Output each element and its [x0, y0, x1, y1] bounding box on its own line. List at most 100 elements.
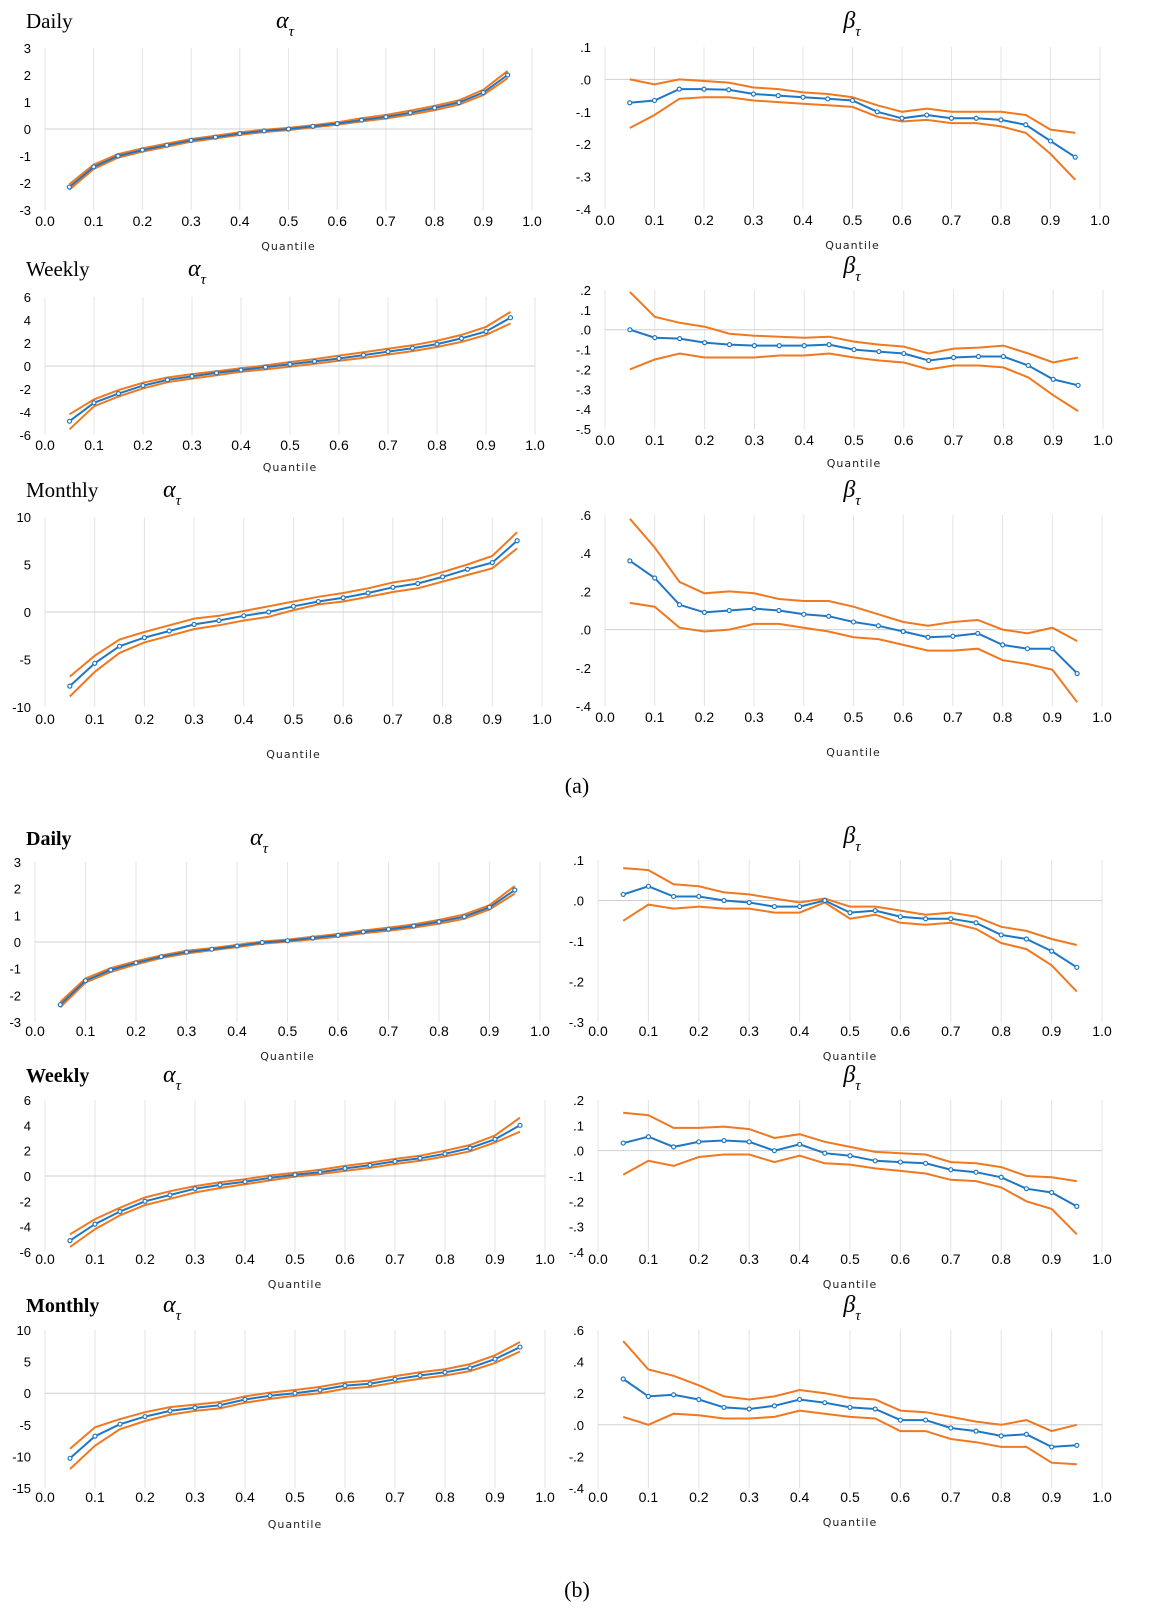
- y-tick-label: -4: [19, 405, 31, 420]
- estimate-point: [948, 115, 955, 121]
- x-tick-label: 0.3: [744, 212, 764, 228]
- x-tick-label: 0.7: [943, 709, 963, 725]
- x-tick-label: 0.3: [744, 709, 764, 725]
- chart-a-beta-3: -.5 -.4 -.3 -.2 -.1 .0 .1 .2 0.0 0.1 0.2 0.3 0.4 0.5 0…: [576, 253, 1113, 470]
- estimate-point: [67, 1237, 73, 1244]
- estimate-point: [141, 635, 147, 641]
- x-tick-label: 1.0: [1090, 212, 1110, 228]
- y-tick-label: .0: [580, 72, 591, 87]
- estimate-point: [287, 361, 293, 367]
- lower-bound-line: [629, 352, 1079, 412]
- estimate-point: [775, 92, 781, 99]
- estimate-point: [822, 1150, 828, 1156]
- lower-bound-line: [629, 96, 1077, 181]
- frequency-title: Monthly: [26, 478, 99, 502]
- x-tick-label: 0.8: [991, 1023, 1011, 1039]
- x-tick-label: 0.9: [485, 1251, 505, 1267]
- estimate-point: [290, 603, 297, 609]
- estimate-point: [342, 1383, 348, 1389]
- estimate-point: [645, 1134, 652, 1140]
- y-tick-label: -.4: [576, 202, 591, 217]
- estimate-point: [392, 1376, 398, 1382]
- estimate-point: [310, 123, 316, 129]
- estimate-point: [1048, 948, 1055, 954]
- estimate-point: [188, 137, 194, 143]
- x-tick-label: 0.7: [378, 437, 398, 453]
- estimate-point: [1048, 1189, 1055, 1196]
- x-tick-label: 0.4: [793, 212, 813, 228]
- y-tick-label: 6: [24, 1093, 31, 1108]
- y-tick-label: -3: [19, 203, 31, 218]
- estimate-point: [317, 1169, 323, 1175]
- y-tick-label: -15: [12, 1481, 31, 1496]
- estimate-point: [284, 938, 291, 944]
- parameter-title: ατ: [163, 1292, 182, 1324]
- y-tick-label: 2: [14, 882, 21, 897]
- estimate-point: [924, 112, 930, 118]
- y-tick-label: -.2: [576, 661, 591, 676]
- estimate-point: [826, 613, 832, 619]
- estimate-point: [192, 1405, 198, 1411]
- x-tick-label: 0.1: [85, 711, 105, 727]
- y-tick-label: 1: [14, 908, 21, 923]
- x-tick-label: 0.3: [177, 1023, 197, 1039]
- x-tick-label: 0.1: [76, 1023, 96, 1039]
- estimate-point: [1074, 1203, 1080, 1210]
- estimate-point: [192, 1186, 198, 1192]
- estimate-point: [267, 1393, 273, 1399]
- x-tick-label: 0.5: [844, 709, 864, 725]
- estimate-point: [701, 340, 708, 346]
- frequency-title: Daily: [26, 828, 72, 850]
- estimate-point: [57, 1002, 63, 1008]
- y-tick-label: .1: [573, 853, 584, 868]
- lower-bound-line: [622, 1153, 1078, 1236]
- x-tick-label: 0.9: [476, 437, 496, 453]
- estimate-point: [242, 1396, 248, 1403]
- y-tick-label: -.2: [576, 362, 591, 377]
- estimate-point: [796, 903, 803, 910]
- y-tick-label: 10: [17, 510, 31, 525]
- estimate-point: [1074, 964, 1080, 970]
- y-tick-label: 3: [24, 41, 31, 56]
- estimate-point: [627, 558, 633, 564]
- x-tick-label: 0.1: [84, 213, 104, 229]
- estimate-point: [183, 949, 190, 955]
- chart-a-weekly-2: -6 -4 -2 0 2 4 6 0.0 0.1 0.2 0.3 0.4 0.5 0.6 0.7 0.8 0.9…: [19, 256, 545, 474]
- y-tick-label: .2: [580, 283, 591, 298]
- estimate-point: [872, 1158, 878, 1164]
- x-tick-label: 0.2: [126, 1023, 146, 1039]
- estimate-point: [627, 327, 633, 333]
- estimate-point: [467, 1365, 473, 1371]
- estimate-point: [973, 1428, 979, 1434]
- y-tick-label: -.5: [576, 422, 591, 437]
- chart-a-monthly-4: -10 -5 0 5 10 0.0 0.1 0.2 0.3 0.4 0.5 0.6 0.7 0.8 0.9 1…: [12, 477, 552, 761]
- estimate-point: [66, 418, 73, 424]
- estimate-point: [440, 574, 446, 580]
- estimate-point: [701, 86, 707, 92]
- estimate-point: [505, 72, 511, 78]
- x-tick-label: 0.0: [35, 437, 55, 453]
- estimate-point: [771, 903, 778, 910]
- x-tick-label: 0.0: [35, 1489, 55, 1505]
- estimate-point: [751, 605, 757, 612]
- y-tick-label: -2: [19, 176, 31, 191]
- x-axis-label: Quantile: [268, 1278, 323, 1291]
- estimate-point: [517, 1344, 523, 1350]
- estimate-point: [876, 348, 882, 355]
- y-tick-label: .6: [580, 508, 591, 523]
- x-tick-label: 0.7: [376, 213, 396, 229]
- estimate-point: [164, 377, 171, 383]
- estimate-point: [676, 602, 683, 608]
- y-tick-label: 5: [24, 558, 31, 573]
- parameter-title: ατ: [163, 477, 182, 509]
- chart-a-beta-1: -.4 -.3 -.2 -.1 .0 .1 0.0 0.1 0.2 0.3 0.4 0.5 0.6 0.7…: [576, 8, 1110, 252]
- estimate-point: [973, 1169, 979, 1175]
- upper-bound-line: [629, 518, 1078, 642]
- y-tick-label: 3: [14, 855, 21, 870]
- estimate-point: [507, 315, 514, 321]
- y-tick-label: -.2: [576, 137, 591, 152]
- estimate-point: [901, 350, 907, 357]
- x-tick-label: 0.4: [227, 1023, 247, 1039]
- estimate-point: [292, 1390, 298, 1396]
- estimate-point: [670, 893, 677, 900]
